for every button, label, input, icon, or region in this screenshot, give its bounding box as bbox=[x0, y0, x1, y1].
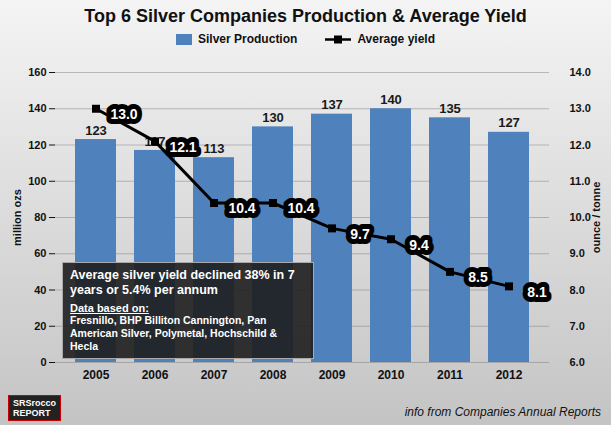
svg-text:113: 113 bbox=[204, 141, 225, 156]
html-text:SRSrocco: SRSrocco bbox=[13, 398, 56, 408]
html-text:Silver Production: Silver Production bbox=[198, 32, 298, 46]
svg-text:2005: 2005 bbox=[83, 368, 110, 382]
svg-text:2008: 2008 bbox=[260, 368, 287, 382]
svg-text:10.4: 10.4 bbox=[287, 200, 314, 216]
svg-text:130: 130 bbox=[262, 110, 284, 125]
svg-text:120: 120 bbox=[28, 139, 46, 151]
svg-text:8.5: 8.5 bbox=[468, 269, 488, 285]
svg-text:40: 40 bbox=[34, 284, 46, 296]
svg-text:100: 100 bbox=[28, 175, 46, 187]
svg-text:2011: 2011 bbox=[437, 368, 463, 382]
svg-text:2006: 2006 bbox=[142, 368, 169, 382]
svg-text:135: 135 bbox=[439, 101, 461, 116]
svg-text:20: 20 bbox=[34, 320, 46, 332]
svg-text:140: 140 bbox=[28, 102, 46, 114]
svg-text:9.7: 9.7 bbox=[350, 226, 370, 242]
svg-text:117: 117 bbox=[144, 133, 166, 149]
svg-text:2009: 2009 bbox=[319, 368, 346, 382]
svg-text:9.0: 9.0 bbox=[570, 247, 585, 259]
svg-text:2007: 2007 bbox=[201, 368, 228, 382]
svg-text:8.0: 8.0 bbox=[570, 284, 585, 296]
svg-text:12.1: 12.1 bbox=[169, 139, 196, 155]
svg-text:160: 160 bbox=[28, 66, 46, 78]
svg-text:14.0: 14.0 bbox=[570, 66, 591, 78]
svg-text:9.4: 9.4 bbox=[409, 237, 429, 253]
svg-text:60: 60 bbox=[34, 247, 46, 259]
html-text:info from Companies Annual Rep: info from Companies Annual Reports bbox=[404, 405, 601, 419]
svg-text:ounce / tonne: ounce / tonne bbox=[590, 182, 602, 254]
svg-text:137: 137 bbox=[321, 97, 343, 112]
svg-text:0: 0 bbox=[40, 356, 46, 368]
html-text:Data based on:: Data based on: bbox=[70, 302, 149, 314]
svg-text:2012: 2012 bbox=[496, 368, 523, 382]
html-text:Average yield: Average yield bbox=[357, 32, 435, 46]
svg-text:13.0: 13.0 bbox=[570, 102, 591, 114]
svg-text:11.0: 11.0 bbox=[570, 175, 591, 187]
svg-text:12.0: 12.0 bbox=[570, 139, 591, 151]
html-text:Top 6 Silver Companies Product: Top 6 Silver Companies Production & Aver… bbox=[84, 6, 527, 26]
svg-text:10.4: 10.4 bbox=[228, 200, 255, 216]
svg-text:10.0: 10.0 bbox=[570, 211, 591, 223]
svg-text:123: 123 bbox=[85, 123, 107, 138]
html-text:REPORT: REPORT bbox=[13, 408, 51, 418]
svg-text:140: 140 bbox=[380, 92, 402, 107]
html-text:Average silver yield declined: Average silver yield declined 38% in 7 y… bbox=[70, 268, 295, 297]
svg-text:13.0: 13.0 bbox=[110, 106, 137, 122]
svg-text:2010: 2010 bbox=[378, 368, 405, 382]
svg-text:8.1: 8.1 bbox=[527, 284, 547, 300]
html-text:Fresnillo, BHP Billiton Cannin: Fresnillo, BHP Billiton Cannington, Pan … bbox=[70, 314, 278, 352]
svg-text:million ozs: million ozs bbox=[11, 189, 23, 246]
svg-text:6.0: 6.0 bbox=[570, 356, 585, 368]
svg-text:7.0: 7.0 bbox=[570, 320, 585, 332]
svg-text:80: 80 bbox=[34, 211, 46, 223]
svg-text:127: 127 bbox=[498, 115, 520, 130]
